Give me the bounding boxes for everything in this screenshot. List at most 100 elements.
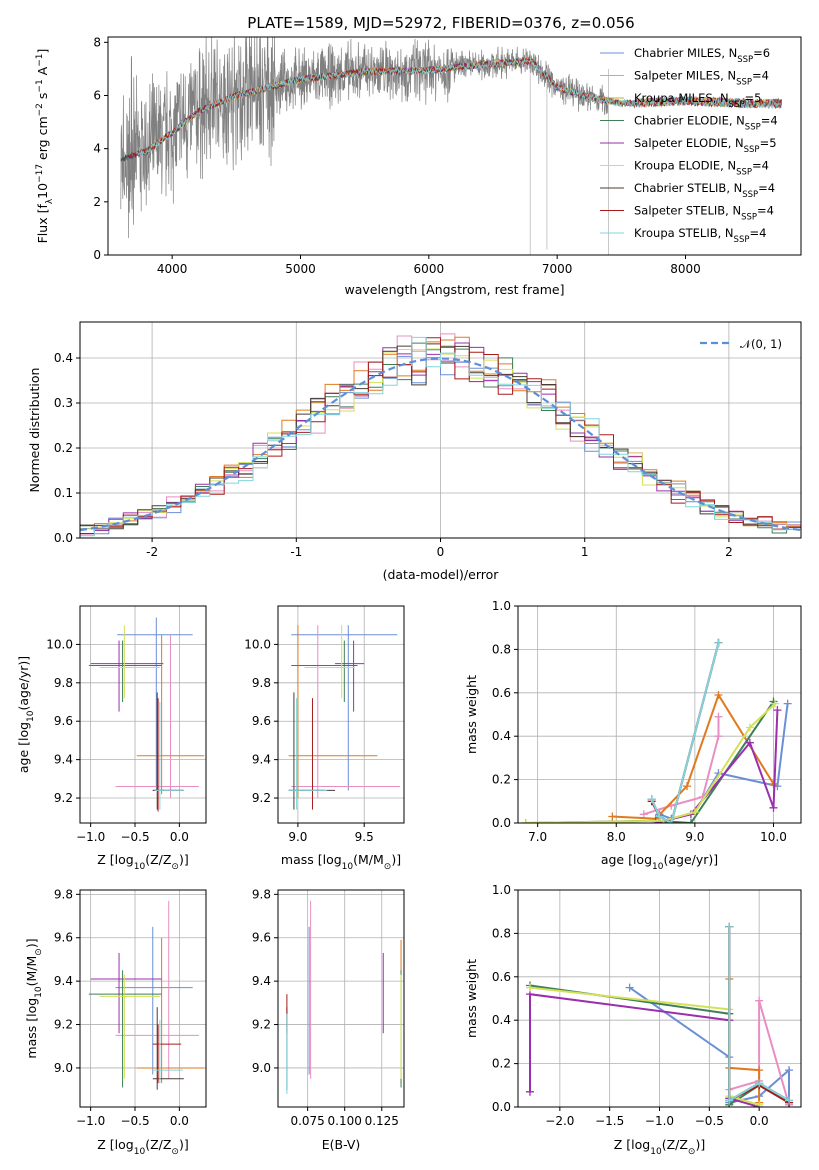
y-tick-label: 0.6 [492,686,511,700]
label-part: −17 [35,164,45,183]
y-tick-label: 0.0 [54,531,73,545]
legend-tail: =4 [757,204,774,218]
spectrum-lines [120,37,782,255]
weight-marker [785,1066,794,1075]
legend-label: Kroupa ELODIE, NSSP=4 [634,159,769,178]
weight-lines [521,638,792,823]
legend-tail: =6 [753,46,770,60]
axes-frame [517,605,802,824]
x-tick-label: −1.0 [76,830,105,844]
legend-tail: =4 [758,181,775,195]
error-bars [88,617,205,812]
label-part: s [35,93,50,104]
weight-line [728,926,790,1103]
x-tick-label: 7000 [542,262,573,276]
y-tick-label: 1.0 [492,883,511,897]
weight-marker [755,1100,764,1107]
y-tick-label: 9.4 [54,974,73,988]
weight-line [529,993,760,1107]
weight-marker [755,1079,764,1088]
label-part: )] [24,938,39,948]
normal-curve [80,357,801,532]
y-axis-label: age [log10(age/yr)] [16,656,36,773]
x-tick-label: 0.100 [328,1114,362,1128]
x-tick-label: 5000 [285,262,316,276]
y-tick-label: 0.1 [54,486,73,500]
age-weights-panel: 7.0 8.0 9.0 10.0 0.0 0.2 0.4 0.6 0.8 1.0 age [log1… [464,599,802,872]
legend-tail: =5 [744,91,761,105]
legend-sub: SSP [736,168,752,178]
label-part: )] [179,852,189,867]
y-axis-label: mass weight [464,675,479,754]
x-tick-label: −1.0 [76,1114,105,1128]
x-axis-label: Z [log10(Z/Z⊙)] [97,1137,188,1157]
y-tick-label: 8 [93,35,101,49]
y-tick-label: 0.6 [492,970,511,984]
histogram-lines [80,333,801,537]
x-tick-label: 2 [725,545,733,559]
label-part: 10 [650,1147,662,1157]
weight-line [525,700,775,823]
weight-line [525,702,776,823]
weight-line [728,979,761,1103]
y-tick-label: 0.4 [54,351,73,365]
weight-line [650,642,720,823]
residuals-panel: -2 -1 0 1 2 0.0 0.1 0.2 0.3 0.4 (data-model)/error… [27,321,802,582]
label-part: 10 [35,183,50,199]
x-tick-label: −1.0 [645,1114,674,1128]
x-tick-label: 0.0 [170,1114,189,1128]
legend-sub: SSP [745,123,761,133]
label-part: )] [179,1137,189,1152]
x-tick-label: 6000 [414,262,445,276]
weight-marker [608,812,617,821]
histogram-step [80,337,801,534]
legend-sub: SSP [742,190,758,200]
x-tick-label: 10.0 [760,830,787,844]
label-part: ⊙ [688,1147,696,1157]
label-part: age [log [601,852,652,867]
legend-tail: =4 [752,69,769,83]
y-tick-label: 0.8 [492,642,511,656]
label-part: )] [695,1137,705,1152]
y-tick-label: 9.4 [252,753,271,767]
weight-marker [625,983,634,992]
weight-marker [771,699,780,708]
y-tick-label: 0.4 [492,1013,511,1027]
x-axis-label: Z [log10(Z/Z⊙)] [614,1137,705,1157]
axes-frame [107,36,802,256]
label-part: (age/yr)] [16,656,31,711]
label-part: λ [45,198,55,204]
legend-name: Kroupa MILES, N [634,91,729,105]
y-tick-label: 9.2 [54,791,73,805]
legend-sub: SSP [737,55,753,65]
label-part: Z [log [97,852,133,867]
weight-marker [686,819,695,823]
x-tick-label: 9.0 [685,830,704,844]
x-tick-label: 9.0 [288,830,307,844]
label-part: (M/M [353,852,384,867]
y-tick-label: 0.2 [492,773,511,787]
y-tick-label: 0.0 [492,1100,511,1114]
legend-label: Salpeter STELIB, NSSP=4 [634,204,774,223]
axes-frame [517,889,802,1108]
x-tick-label: −0.5 [695,1114,724,1128]
weight-marker [683,782,692,791]
label-part: −2 [35,103,45,116]
x-tick-label: -1 [290,545,302,559]
legend-name: Chabrier STELIB, N [634,181,742,195]
axes-frame [277,605,405,824]
axes-frame [79,321,802,539]
y-axis-label: Normed distribution [27,368,42,493]
legend-sub: SSP [736,78,752,88]
y-tick-label: 9.6 [252,931,271,945]
label-part: ⊙ [171,862,179,872]
legend-name: Kroupa STELIB, N [634,226,734,240]
weight-marker [714,690,723,699]
y-tick-label: 9.8 [252,676,271,690]
y-tick-label: 0.2 [492,1057,511,1071]
legend-tail: =5 [760,136,777,150]
legend-name: Salpeter MILES, N [634,69,736,83]
weight-marker [525,983,534,992]
z-weights-panel: −2.0 −1.5 −1.0 −0.5 0.0 0.0 0.2 0.4 0.6 0.8 1.0 Z [… [464,883,802,1157]
